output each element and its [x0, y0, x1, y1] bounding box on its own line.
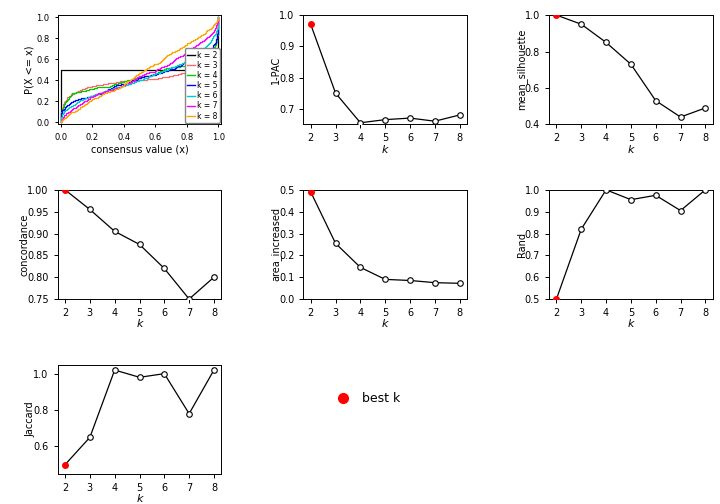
- k = 4: [60, 101, 69, 107]
- k = 8: [183, 41, 192, 47]
- k = 8: [121, 80, 130, 86]
- k = 5: [171, 65, 180, 71]
- k = 3: [56, 119, 65, 125]
- Y-axis label: Jaccard: Jaccard: [25, 401, 35, 437]
- k = 2: [214, 14, 222, 20]
- X-axis label: k: k: [382, 145, 389, 155]
- k = 2: [56, 81, 65, 87]
- k = 6: [204, 41, 213, 47]
- k = 6: [214, 14, 222, 20]
- k = 3: [214, 14, 222, 20]
- X-axis label: k: k: [136, 320, 143, 330]
- k = 7: [214, 14, 222, 20]
- k = 2: [56, 101, 65, 107]
- k = 7: [156, 65, 165, 71]
- k = 5: [210, 41, 219, 47]
- Line: k = 8: k = 8: [60, 17, 218, 122]
- X-axis label: k: k: [628, 145, 634, 155]
- Y-axis label: mean_silhouette: mean_silhouette: [516, 29, 527, 110]
- k = 3: [99, 81, 107, 87]
- k = 7: [122, 80, 131, 86]
- k = 6: [214, 14, 222, 20]
- k = 8: [81, 101, 90, 107]
- Y-axis label: area_increased: area_increased: [271, 208, 282, 281]
- k = 6: [71, 101, 80, 107]
- k = 5: [66, 101, 74, 107]
- k = 4: [214, 14, 222, 20]
- Y-axis label: 1-PAC: 1-PAC: [271, 55, 281, 84]
- k = 5: [214, 14, 222, 20]
- Y-axis label: concordance: concordance: [19, 213, 30, 276]
- k = 4: [214, 14, 222, 20]
- k = 7: [121, 81, 130, 87]
- Legend: k = 2, k = 3, k = 4, k = 5, k = 6, k = 7, k = 8: k = 2, k = 3, k = 4, k = 5, k = 6, k = 7…: [185, 48, 220, 123]
- k = 8: [120, 81, 129, 87]
- k = 3: [192, 65, 200, 71]
- k = 5: [214, 14, 222, 20]
- k = 5: [56, 119, 65, 125]
- k = 4: [112, 81, 120, 87]
- X-axis label: consensus value (x): consensus value (x): [91, 145, 189, 154]
- X-axis label: k: k: [628, 320, 634, 330]
- Line: k = 7: k = 7: [60, 17, 218, 122]
- Y-axis label: Rand: Rand: [517, 232, 527, 257]
- k = 2: [214, 65, 222, 71]
- k = 2: [56, 119, 65, 125]
- Line: k = 3: k = 3: [60, 17, 218, 122]
- k = 8: [214, 14, 222, 20]
- k = 4: [212, 41, 220, 47]
- k = 8: [143, 65, 152, 71]
- k = 3: [105, 80, 114, 86]
- k = 4: [206, 51, 215, 57]
- k = 2: [214, 41, 222, 47]
- k = 8: [214, 14, 222, 20]
- Line: k = 4: k = 4: [60, 17, 218, 122]
- k = 2: [56, 80, 65, 86]
- k = 3: [59, 101, 68, 107]
- X-axis label: k: k: [136, 494, 143, 504]
- k = 6: [124, 81, 132, 87]
- k = 7: [194, 41, 202, 47]
- k = 5: [122, 80, 131, 86]
- k = 6: [127, 80, 136, 86]
- k = 7: [214, 14, 222, 20]
- k = 4: [56, 119, 65, 125]
- k = 5: [202, 51, 210, 57]
- Line: k = 5: k = 5: [60, 17, 218, 122]
- k = 4: [166, 65, 174, 71]
- k = 6: [56, 119, 65, 125]
- k = 8: [56, 119, 65, 125]
- k = 6: [194, 51, 202, 57]
- Line: k = 2: k = 2: [60, 17, 218, 122]
- k = 8: [165, 51, 174, 57]
- k = 3: [214, 14, 222, 20]
- k = 7: [180, 51, 189, 57]
- k = 3: [206, 51, 215, 57]
- k = 7: [56, 119, 65, 125]
- k = 3: [211, 41, 220, 47]
- k = 2: [214, 14, 222, 20]
- Y-axis label: P(X <= x): P(X <= x): [24, 45, 35, 94]
- k = 4: [115, 80, 124, 86]
- k = 2: [214, 51, 222, 57]
- Line: k = 6: k = 6: [60, 17, 218, 122]
- Legend: best k: best k: [326, 387, 405, 410]
- k = 5: [118, 81, 127, 87]
- X-axis label: k: k: [382, 320, 389, 330]
- k = 7: [76, 101, 85, 107]
- k = 6: [167, 65, 176, 71]
